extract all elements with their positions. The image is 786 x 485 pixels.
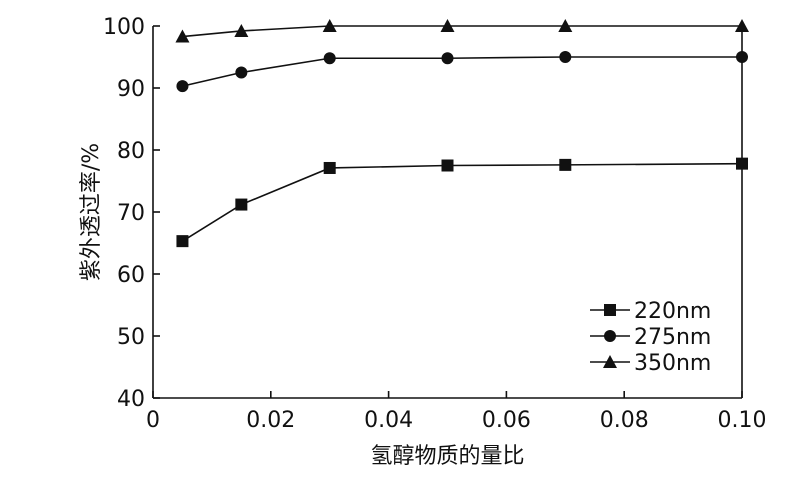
y-axis-title: 紫外透过率/% xyxy=(79,143,104,281)
y-tick-label: 40 xyxy=(117,387,145,412)
x-tick-label: 0.08 xyxy=(600,408,649,433)
legend-label: 275nm xyxy=(634,325,711,350)
point-220nm xyxy=(235,198,248,211)
series-line-350nm xyxy=(182,25,742,38)
x-axis-title: 氢醇物质的量比 xyxy=(370,444,524,469)
x-tick-label: 0.10 xyxy=(718,408,767,433)
point-350nm xyxy=(234,23,249,37)
series-line-220nm xyxy=(182,162,743,242)
series-220nm xyxy=(176,157,748,248)
legend-marker-275nm xyxy=(604,330,616,342)
x-tick-label: 0.04 xyxy=(364,408,413,433)
point-350nm xyxy=(175,29,190,43)
series-line-275nm xyxy=(182,56,742,87)
y-tick-label: 100 xyxy=(103,15,145,40)
point-275nm xyxy=(235,66,248,79)
series xyxy=(175,19,749,248)
point-220nm xyxy=(441,159,454,172)
point-275nm xyxy=(176,80,189,93)
legend-marker-220nm xyxy=(604,304,616,316)
legend-label: 350nm xyxy=(634,351,711,376)
point-350nm xyxy=(558,19,573,32)
legend-marker-350nm xyxy=(603,355,617,368)
series-275nm xyxy=(176,51,748,93)
ticks: 40 50 60 70 80 90 100 0 0.02 0.04 0.06 0.08 0.10 xyxy=(103,15,766,433)
legend-item-275nm: 275nm xyxy=(590,325,711,350)
point-220nm xyxy=(323,161,336,174)
point-350nm xyxy=(440,19,455,32)
point-220nm xyxy=(176,235,189,248)
point-220nm xyxy=(736,157,748,170)
y-tick-label: 80 xyxy=(117,139,145,164)
x-tick-label: 0 xyxy=(146,408,160,433)
y-tick-label: 60 xyxy=(117,263,145,288)
x-tick-label: 0.02 xyxy=(246,408,295,433)
series-350nm xyxy=(175,19,749,43)
x-tick-label: 0.06 xyxy=(482,408,531,433)
point-275nm xyxy=(559,51,572,63)
point-275nm xyxy=(736,51,748,63)
point-350nm xyxy=(322,19,337,32)
point-350nm xyxy=(735,19,749,32)
point-275nm xyxy=(323,52,336,65)
y-tick-label: 70 xyxy=(117,201,145,226)
point-275nm xyxy=(441,52,454,65)
legend-item-350nm: 350nm xyxy=(590,351,711,376)
legend-label: 220nm xyxy=(634,299,711,324)
y-tick-label: 50 xyxy=(117,325,145,350)
legend-item-220nm: 220nm xyxy=(590,299,711,324)
point-220nm xyxy=(559,158,572,171)
y-tick-label: 90 xyxy=(117,77,145,102)
